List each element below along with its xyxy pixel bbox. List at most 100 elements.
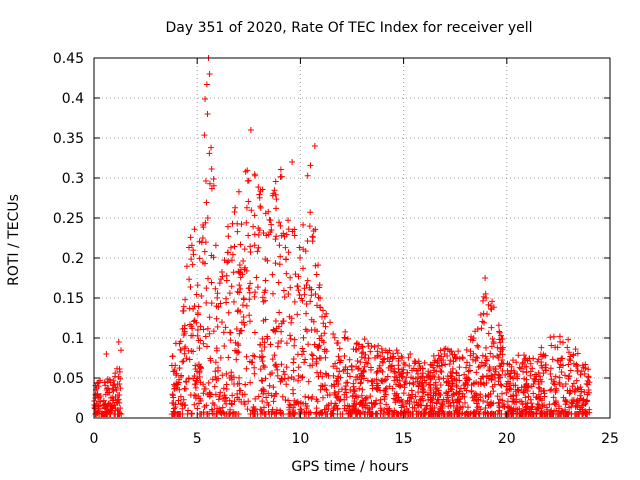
roti-point — [523, 380, 530, 387]
roti-point — [216, 393, 223, 400]
roti-point — [430, 390, 437, 397]
roti-point — [218, 410, 225, 417]
roti-point — [482, 361, 489, 368]
roti-point — [180, 303, 187, 310]
roti-point — [285, 375, 292, 382]
roti-point — [453, 355, 460, 362]
roti-point — [227, 244, 234, 251]
roti-point — [497, 363, 504, 370]
roti-point — [242, 168, 249, 175]
roti-point — [214, 367, 221, 374]
roti-point — [343, 379, 350, 386]
roti-point — [475, 343, 482, 350]
roti-point — [344, 370, 351, 377]
roti-point — [551, 408, 558, 415]
roti-point — [562, 398, 569, 405]
roti-point — [268, 221, 275, 228]
roti-point — [251, 242, 258, 249]
roti-point — [196, 345, 203, 352]
roti-point — [441, 351, 448, 358]
roti-point — [546, 401, 553, 408]
roti-point — [296, 244, 303, 251]
roti-point — [177, 338, 184, 345]
y-tick-label: 0.4 — [62, 91, 84, 107]
roti-point — [276, 242, 283, 249]
roti-point — [303, 310, 310, 317]
roti-point — [439, 362, 446, 369]
roti-point — [470, 380, 477, 387]
y-tick-label: 0.45 — [53, 51, 84, 67]
roti-point — [552, 344, 559, 351]
roti-point — [523, 381, 530, 388]
roti-point — [208, 300, 215, 307]
roti-point — [512, 382, 519, 389]
roti-point — [196, 411, 203, 417]
roti-point — [225, 258, 232, 265]
roti-point — [199, 234, 206, 241]
roti-point — [550, 394, 557, 401]
roti-point — [219, 404, 226, 411]
roti-point — [276, 261, 283, 268]
roti-point — [305, 411, 312, 417]
roti-point — [341, 334, 348, 341]
roti-point — [552, 401, 559, 408]
roti-point — [258, 377, 265, 384]
roti-point — [169, 392, 176, 399]
roti-point — [482, 275, 489, 281]
roti-point — [362, 396, 369, 403]
y-tick-label: 0.3 — [62, 171, 84, 187]
roti-point — [350, 380, 357, 387]
roti-point — [295, 364, 302, 371]
roti-point — [179, 308, 186, 315]
roti-point — [304, 277, 311, 284]
roti-point — [209, 400, 216, 407]
roti-point — [367, 366, 374, 373]
roti-point — [497, 381, 504, 388]
roti-point — [281, 293, 288, 300]
roti-point — [214, 290, 221, 297]
roti-point — [251, 364, 258, 371]
roti-point — [474, 342, 481, 349]
roti-point — [379, 349, 386, 356]
roti-point — [510, 367, 517, 374]
roti-point — [234, 381, 241, 388]
roti-point — [202, 333, 209, 340]
roti-point — [300, 246, 307, 253]
roti-point — [341, 353, 348, 360]
roti-point — [584, 398, 591, 405]
roti-point — [192, 384, 199, 391]
roti-point — [480, 397, 487, 404]
roti-point — [574, 350, 581, 357]
roti-point — [535, 391, 542, 398]
roti-point — [499, 390, 506, 397]
roti-point — [415, 389, 422, 396]
roti-point — [187, 283, 194, 290]
roti-point — [381, 406, 388, 413]
roti-point — [244, 177, 251, 184]
x-axis-label: GPS time / hours — [291, 459, 408, 475]
roti-point — [500, 361, 507, 368]
roti-point — [251, 370, 258, 377]
roti-point — [238, 319, 245, 326]
roti-point — [505, 370, 512, 377]
roti-point — [516, 411, 523, 417]
roti-point — [286, 401, 293, 408]
roti-point — [361, 363, 368, 370]
roti-point — [110, 396, 117, 403]
roti-point — [421, 407, 428, 414]
roti-point — [556, 333, 563, 340]
roti-point — [308, 351, 315, 358]
roti-point — [213, 377, 220, 384]
roti-point — [565, 349, 572, 356]
roti-point — [233, 326, 240, 333]
roti-point — [308, 292, 315, 299]
plot-frame — [93, 57, 611, 419]
roti-point — [559, 407, 566, 414]
roti-point — [218, 276, 225, 283]
roti-point — [508, 404, 515, 411]
roti-point — [320, 394, 327, 401]
roti-point — [268, 392, 275, 399]
roti-point — [188, 348, 195, 355]
roti-point — [474, 326, 481, 333]
roti-point — [389, 385, 396, 392]
